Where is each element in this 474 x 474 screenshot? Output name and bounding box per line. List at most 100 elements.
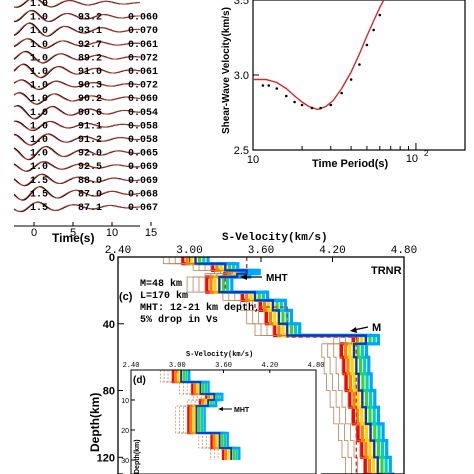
inset-initial-line <box>167 370 219 460</box>
dispersion-fit-line <box>253 0 385 111</box>
dispersion-point <box>261 84 265 87</box>
synthetic-waveform <box>13 64 141 78</box>
inset-ensemble-line <box>182 370 236 460</box>
waveform-tick-label: 15 <box>145 227 157 239</box>
inset-ensemble-line <box>185 370 238 460</box>
row-dist-label: 1.0 <box>30 149 48 160</box>
waveform-tick-label: 5 <box>70 227 76 239</box>
waveform-panel: 1.0 1.0 93.2 0.060 1.0 93.1 0.070 1.0 92.7 0.061 1… <box>13 0 158 245</box>
row-err-label: 0.072 <box>128 53 158 64</box>
dispersion-ytick-label: 3.0 <box>234 70 249 82</box>
row-err-label: 0.054 <box>128 108 158 119</box>
dispersion-point <box>275 87 279 90</box>
inset-xtick-label: 4.20 <box>261 362 278 370</box>
synthetic-waveform <box>13 161 141 172</box>
row-dist-label: 1.0 <box>30 40 48 51</box>
row-dist-label: 1.5 <box>30 176 48 187</box>
inset-mht-arrow <box>218 407 232 411</box>
row-err-label: 0.058 <box>128 121 158 132</box>
waveform-traces <box>13 0 141 213</box>
waveform-time-ticks: 0 5 10 15 <box>31 222 157 239</box>
synthetic-waveform <box>13 22 141 37</box>
row-err-label: 0.069 <box>128 176 158 187</box>
waveform-row-labels: 1.0 1.0 93.2 0.060 1.0 93.1 0.070 1.0 92.7 0.061 1… <box>30 0 158 214</box>
ensemble-model-line <box>181 257 370 474</box>
best-fit-model-line <box>194 257 382 474</box>
inset-ytick-label: 20 <box>121 428 129 435</box>
dispersion-xtick-label: 10 <box>406 153 418 165</box>
synthetic-waveform <box>13 105 141 119</box>
row-err-label: 0.061 <box>128 40 158 51</box>
dispersion-point <box>293 100 296 104</box>
row-err-label: 0.061 <box>128 67 158 78</box>
row-dist-label: 1.0 <box>30 94 48 105</box>
row-dist-label: 1.5 <box>30 189 48 200</box>
mht-depth-text: MHT: 12-21 km depth, <box>140 302 260 314</box>
waveform-tick-label: 0 <box>31 227 37 239</box>
inset-xtick-label: 3.60 <box>215 362 232 370</box>
ensemble-model-line <box>206 257 395 474</box>
synthetic-waveform <box>13 133 140 146</box>
row-dist-label: 1.0 <box>30 108 48 119</box>
model-ytick-label: 120 <box>97 452 115 464</box>
mht-arrow <box>240 274 262 280</box>
inset-ylabel: Depth(km) <box>134 439 141 474</box>
inset-xlabel: S-Velocity(km/s) <box>186 351 253 359</box>
model-xlabel: S-Velocity(km/s) <box>222 232 328 244</box>
row-vel-label: 93.1 <box>78 26 102 37</box>
inset-mht-label: MHT <box>234 407 250 414</box>
moho-depth-text: M=48 km <box>140 278 182 290</box>
row-dist-label: 1.0 <box>30 0 48 10</box>
row-vel-label: 87.0 <box>78 189 102 200</box>
ensemble-model-line <box>189 257 378 474</box>
dispersion-point <box>378 13 382 17</box>
model-xtick-label: 3.00 <box>176 245 202 257</box>
mht-drop-text: 5% drop in Vs <box>140 314 218 326</box>
dispersion-panel: 2.5 3.0 3.5 10 10 2 Time Period(s) Shear-Wave… <box>221 0 466 170</box>
model-xtick-label: 4.20 <box>319 245 345 257</box>
dispersion-point <box>300 103 304 107</box>
model-ticks: 2.40 3.00 3.60 4.20 4.80 0 40 80 120 <box>97 245 418 464</box>
dispersion-point <box>358 63 361 66</box>
row-vel-label: 87.1 <box>78 203 102 214</box>
dispersion-xlabel: Time Period(s) <box>312 158 389 170</box>
initial-model-line <box>180 257 367 474</box>
row-vel-label: 91.1 <box>78 121 102 132</box>
dispersion-point <box>372 28 375 32</box>
mht-label: MHT <box>266 273 288 284</box>
dispersion-point <box>267 84 271 87</box>
row-dist-label: 1.0 <box>30 53 48 64</box>
dispersion-ytick-label: 2.5 <box>234 145 249 157</box>
inset-plot-frame <box>130 369 317 474</box>
synthetic-waveform <box>13 186 141 201</box>
dispersion-ticks: 2.5 3.0 3.5 10 10 2 <box>234 0 466 166</box>
dispersion-ylabel: Shear-Wave Velocity(km/s) <box>221 7 232 134</box>
synthetic-waveform <box>13 146 141 160</box>
row-err-label: 0.067 <box>128 203 158 214</box>
row-err-label: 0.068 <box>128 189 158 200</box>
row-vel-label: 92.0 <box>78 149 102 160</box>
moho-label: M <box>372 322 381 334</box>
waveform-tick-label: 10 <box>106 227 118 239</box>
initial-model-line <box>162 257 349 474</box>
row-vel-label: 90.6 <box>78 108 102 119</box>
synthetic-waveform <box>13 38 141 49</box>
best-fit-model <box>194 257 382 474</box>
dispersion-xtick-exponent: 2 <box>424 149 429 158</box>
inset-ensemble-line <box>188 370 241 460</box>
row-err-label: 0.070 <box>128 26 158 37</box>
model-xtick-label: 4.80 <box>391 245 417 257</box>
row-dist-label: 1.0 <box>30 13 48 24</box>
dispersion-point <box>340 91 343 95</box>
row-dist-label: 1.0 <box>30 81 48 92</box>
synthetic-waveform <box>13 10 140 22</box>
row-err-label: 0.060 <box>128 13 158 24</box>
inset-ensemble-line <box>177 370 230 460</box>
row-err-label: 0.072 <box>128 81 158 92</box>
dispersion-point <box>349 78 353 81</box>
layer-thickness-text: L=170 km <box>140 290 188 302</box>
row-err-label: 0.058 <box>128 135 158 146</box>
dispersion-plot-frame <box>252 0 466 151</box>
velocity-model-panel: S-Velocity(km/s) 2.40 3.00 3.60 4.20 4.80 0 40… <box>88 232 417 474</box>
